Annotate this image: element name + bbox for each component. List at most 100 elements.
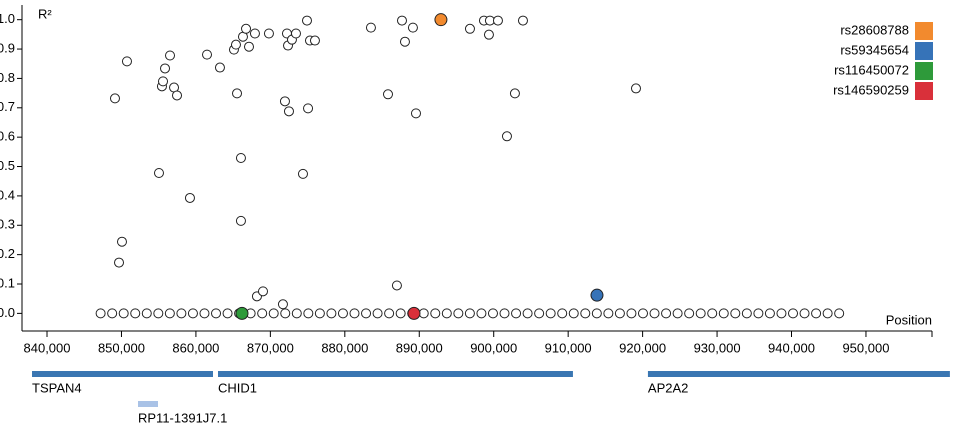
point <box>160 63 171 74</box>
point <box>637 308 648 319</box>
point <box>290 28 301 39</box>
y-tick-label: 0.9 <box>0 40 15 55</box>
point <box>114 257 125 268</box>
y-tick-label: 0.0 <box>0 305 15 320</box>
legend-label: rs116450072 <box>834 62 909 77</box>
point <box>534 308 545 319</box>
y-tick-label: 0.7 <box>0 99 15 114</box>
point <box>116 236 127 247</box>
point <box>165 50 176 61</box>
point <box>630 83 641 94</box>
point <box>268 308 279 319</box>
y-tick-label: 0.4 <box>0 187 15 202</box>
point <box>257 308 268 319</box>
point <box>509 88 520 99</box>
point <box>695 308 706 319</box>
point <box>303 103 314 114</box>
point <box>249 28 260 39</box>
point <box>483 29 494 40</box>
point <box>263 28 274 39</box>
point <box>211 308 222 319</box>
legend-swatch <box>915 62 933 80</box>
point <box>141 308 152 319</box>
point <box>314 308 325 319</box>
point <box>834 308 845 319</box>
point <box>522 308 533 319</box>
gene-bar <box>138 401 158 407</box>
point <box>176 308 187 319</box>
point <box>568 308 579 319</box>
point <box>222 308 233 319</box>
point <box>649 308 660 319</box>
point <box>301 15 312 26</box>
point <box>107 308 118 319</box>
point <box>464 23 475 34</box>
y-tick-label: 0.8 <box>0 70 15 85</box>
x-tick-label: 900,000 <box>470 340 517 355</box>
point <box>303 308 314 319</box>
x-tick-label: 840,000 <box>24 340 71 355</box>
point <box>395 308 406 319</box>
point <box>243 41 254 52</box>
legend-swatch <box>915 22 933 40</box>
point <box>121 56 132 67</box>
legend-swatch <box>915 82 933 100</box>
point <box>280 308 291 319</box>
point <box>241 23 252 34</box>
point <box>453 308 464 319</box>
x-tick-label: 930,000 <box>694 340 741 355</box>
x-tick-label: 860,000 <box>172 340 219 355</box>
point <box>279 96 290 107</box>
highlight-point <box>407 306 421 320</box>
point <box>476 308 487 319</box>
legend-swatch <box>915 42 933 60</box>
point <box>788 308 799 319</box>
highlight-point <box>235 306 249 320</box>
point <box>492 15 503 26</box>
y-tick-label: 0.2 <box>0 246 15 261</box>
point <box>164 308 175 319</box>
point <box>741 308 752 319</box>
y-tick-label: 1.0 <box>0 11 15 26</box>
point <box>410 108 421 119</box>
point <box>399 36 410 47</box>
legend-label: rs59345654 <box>840 42 909 57</box>
gene-label: RP11-1391J7.1 <box>138 410 227 425</box>
y-tick-label: 0.3 <box>0 217 15 232</box>
x-tick-label: 940,000 <box>768 340 815 355</box>
x-tick-label: 920,000 <box>619 340 666 355</box>
point <box>487 308 498 319</box>
y-tick-label: 0.1 <box>0 275 15 290</box>
point <box>501 131 512 142</box>
point <box>626 308 637 319</box>
point <box>441 308 452 319</box>
y-axis-label: R² <box>38 6 52 21</box>
point <box>95 308 106 319</box>
point <box>235 215 246 226</box>
point <box>365 22 376 33</box>
point <box>672 308 683 319</box>
point <box>407 22 418 33</box>
x-tick-label: 870,000 <box>247 340 294 355</box>
point <box>822 308 833 319</box>
point <box>109 93 120 104</box>
point <box>337 308 348 319</box>
point <box>776 308 787 319</box>
point <box>199 308 210 319</box>
point <box>184 192 195 203</box>
point <box>235 153 246 164</box>
point <box>230 39 241 50</box>
point <box>187 308 198 319</box>
x-tick-label: 910,000 <box>545 340 592 355</box>
point <box>214 62 225 73</box>
point <box>418 308 429 319</box>
point <box>614 308 625 319</box>
point <box>718 308 729 319</box>
point <box>580 308 591 319</box>
point <box>684 308 695 319</box>
point <box>591 308 602 319</box>
point <box>499 308 510 319</box>
x-axis-label: Position <box>886 312 932 327</box>
gene-bar <box>217 371 573 377</box>
point <box>517 15 528 26</box>
